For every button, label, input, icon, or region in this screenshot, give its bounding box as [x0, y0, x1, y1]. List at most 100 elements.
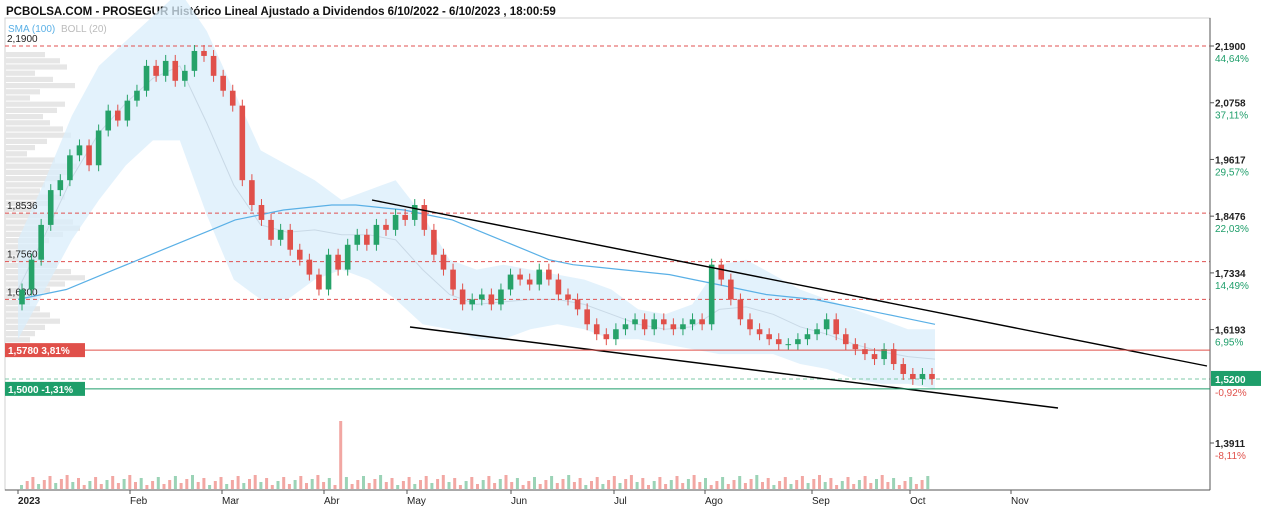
volume-bar	[772, 485, 776, 489]
volume-profile-bar	[5, 120, 50, 126]
candle	[890, 343, 897, 371]
volume-bar	[869, 483, 873, 489]
candle-body	[67, 155, 73, 181]
volume-bar	[327, 478, 331, 489]
candle	[411, 199, 418, 226]
volume-bar	[48, 476, 52, 489]
volume-bar	[156, 477, 160, 489]
candle-body	[708, 264, 715, 325]
volume-bar	[77, 478, 80, 489]
volume-bar	[42, 480, 46, 489]
volume-bar	[481, 480, 485, 489]
month-label: Oct	[910, 496, 926, 507]
candle-body	[919, 373, 926, 379]
volume-profile-bar	[5, 200, 50, 206]
candle	[325, 248, 332, 296]
volume-bars	[20, 421, 930, 489]
channel-upper-line[interactable]	[371, 199, 1208, 367]
volume-bar	[726, 484, 730, 489]
legend-boll[interactable]: BOLL (20)	[61, 24, 107, 35]
volume-bar	[903, 481, 907, 489]
volume-bar	[675, 476, 679, 489]
candle-body	[536, 269, 543, 285]
candle-body	[814, 329, 820, 335]
volume-bar	[743, 483, 747, 489]
volume-profile-bar	[5, 64, 67, 70]
volume-bar	[561, 479, 565, 489]
current-price-label: 1,5200	[1215, 375, 1246, 386]
volume-bar	[316, 475, 320, 489]
volume-bar	[669, 480, 673, 489]
candle	[431, 223, 437, 261]
candle	[76, 139, 83, 162]
candle-body	[411, 205, 418, 220]
volume-profile-bar	[5, 83, 75, 89]
candle-body	[143, 65, 150, 91]
month-label: Mar	[222, 496, 240, 507]
candle-body	[249, 180, 255, 206]
volume-bar	[151, 481, 155, 489]
candle-body	[900, 364, 907, 374]
volume-bar	[926, 476, 930, 489]
candle-body	[478, 294, 485, 300]
volume-bar	[567, 475, 571, 489]
legend-sma[interactable]: SMA (100)	[8, 24, 55, 35]
volume-profile-bar	[5, 157, 55, 163]
candle-body	[124, 100, 131, 121]
candle	[383, 218, 389, 236]
volume-bar	[356, 480, 360, 489]
candle	[603, 328, 610, 346]
candle	[287, 223, 294, 256]
candle	[756, 323, 763, 341]
candle-body	[718, 264, 725, 280]
volume-bar	[299, 476, 303, 489]
volume-profile-bar	[5, 182, 45, 188]
volume-bar	[384, 482, 388, 489]
volume-bar	[709, 485, 713, 489]
volume-bar	[464, 481, 468, 489]
volume-bar	[704, 478, 707, 489]
candle-body	[76, 145, 83, 156]
candle-body	[842, 334, 849, 345]
candle	[517, 268, 523, 286]
volume-bar	[105, 480, 109, 489]
month-label: Feb	[130, 496, 148, 507]
volume-profile-bar	[5, 132, 71, 138]
volume-bar	[145, 485, 149, 489]
volume-bar	[761, 482, 764, 489]
volume-bar	[134, 482, 137, 489]
volume-bar	[202, 478, 206, 489]
candle-body	[172, 60, 179, 81]
volume-bar	[139, 478, 143, 489]
percent-tick-label: 14,49%	[1215, 281, 1249, 292]
candle-body	[316, 274, 322, 290]
volume-bar	[401, 481, 405, 489]
candle-body	[881, 349, 887, 360]
volume-bar	[31, 477, 35, 489]
candle-body	[162, 60, 169, 76]
volume-bar	[25, 481, 29, 489]
volume-bar	[413, 484, 417, 489]
percent-tick-label: 22,03%	[1215, 224, 1249, 235]
candle-body	[689, 319, 696, 325]
candle	[143, 59, 150, 97]
volume-bar	[116, 483, 120, 489]
volume-bar	[550, 476, 554, 489]
volume-bar	[863, 476, 867, 489]
bollinger-bands	[17, 0, 936, 389]
volume-bar	[795, 480, 799, 489]
volume-bar	[835, 485, 839, 489]
volume-bar	[658, 477, 662, 489]
candle	[737, 293, 744, 326]
trend-channel[interactable]	[371, 199, 1208, 409]
channel-lower-line[interactable]	[409, 326, 1059, 409]
volume-bar	[812, 479, 816, 489]
volume-bar	[259, 482, 263, 489]
badge-label: 1,5780 3,81%	[8, 346, 70, 357]
volume-profile-bar	[5, 138, 47, 144]
volume-profile-bar	[5, 95, 30, 101]
volume-profile-bar	[5, 176, 60, 182]
volume-bar	[635, 482, 639, 489]
candle	[459, 283, 466, 311]
volume-bar	[162, 484, 166, 489]
